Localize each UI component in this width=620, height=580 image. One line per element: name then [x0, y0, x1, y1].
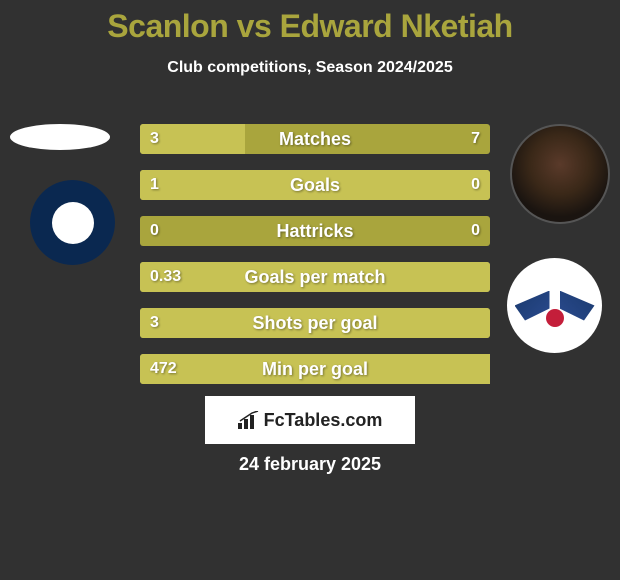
stat-bar: 0Hattricks0: [140, 216, 490, 246]
stat-label: Matches: [140, 129, 490, 150]
comparison-title: Scanlon vs Edward Nketiah: [0, 0, 620, 45]
stat-bar: 0.33Goals per match: [140, 262, 490, 292]
stat-bar: 472Min per goal: [140, 354, 490, 384]
comparison-subtitle: Club competitions, Season 2024/2025: [0, 59, 620, 77]
stat-label: Shots per goal: [140, 313, 490, 334]
stat-bar: 1Goals0: [140, 170, 490, 200]
stat-value-right: 7: [471, 130, 480, 148]
player-photo-left: [10, 124, 110, 150]
stat-label: Hattricks: [140, 221, 490, 242]
player-photo-right: [510, 124, 610, 224]
stat-label: Goals: [140, 175, 490, 196]
brand-text: FcTables.com: [264, 410, 383, 431]
stat-value-right: 0: [471, 222, 480, 240]
stat-bar: 3Matches7: [140, 124, 490, 154]
brand-badge: FcTables.com: [205, 396, 415, 444]
club-logo-left: [30, 180, 115, 265]
club-logo-right: [507, 258, 602, 353]
stat-bar: 3Shots per goal: [140, 308, 490, 338]
footer-date: 24 february 2025: [0, 454, 620, 475]
chart-icon: [238, 411, 260, 429]
stats-area: 3Matches71Goals00Hattricks00.33Goals per…: [140, 124, 490, 400]
stat-label: Min per goal: [140, 359, 490, 380]
stat-label: Goals per match: [140, 267, 490, 288]
stat-value-right: 0: [471, 176, 480, 194]
